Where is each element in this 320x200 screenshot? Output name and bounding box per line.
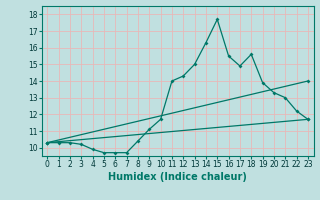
- X-axis label: Humidex (Indice chaleur): Humidex (Indice chaleur): [108, 172, 247, 182]
